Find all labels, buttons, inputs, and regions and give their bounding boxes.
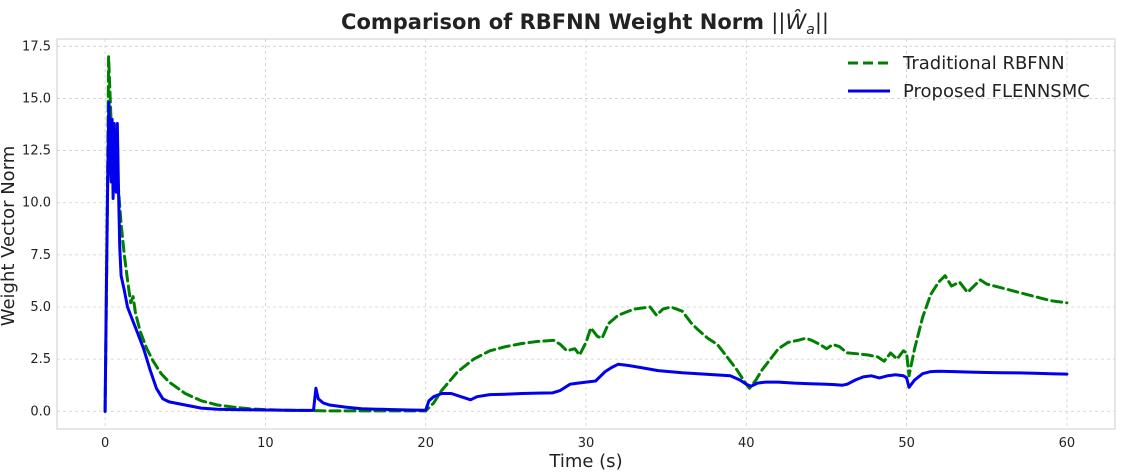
- grid: [57, 39, 1115, 429]
- series-line-proposed-flennsmc: [103, 101, 1069, 413]
- y-tick-label: 12.5: [22, 144, 51, 159]
- y-tick-label: 10.0: [22, 196, 51, 211]
- chart-title-end: ||: [815, 10, 829, 35]
- x-tick-label: 50: [898, 436, 915, 451]
- y-tick-label: 5.0: [30, 300, 51, 315]
- y-tick-label: 0.0: [30, 404, 51, 419]
- chart-title-sub: a: [806, 22, 815, 38]
- y-axis-label: Weight Vector Norm: [0, 146, 19, 327]
- series-line-traditional-rbfnn: [103, 55, 1069, 413]
- x-tick-label: 10: [257, 436, 274, 451]
- legend: Traditional RBFNN Proposed FLENNSMC: [848, 53, 1090, 102]
- legend-label-traditional: Traditional RBFNN: [902, 53, 1065, 74]
- x-axis-label: Time (s): [548, 451, 622, 472]
- y-tick-label: 2.5: [30, 352, 51, 367]
- x-tick-label: 20: [417, 436, 434, 451]
- series-layer: [103, 55, 1069, 413]
- x-tick-label: 40: [738, 436, 755, 451]
- x-tick-label: 30: [578, 436, 595, 451]
- y-tick-label: 17.5: [22, 39, 51, 54]
- x-tick-label: 0: [101, 436, 109, 451]
- y-tick-label: 7.5: [30, 248, 51, 263]
- legend-label-proposed: Proposed FLENNSMC: [903, 81, 1090, 102]
- x-tick-label: 60: [1059, 436, 1076, 451]
- y-tick-label: 15.0: [22, 91, 51, 106]
- y-axis-ticks: 0.0 2.5 5.0 7.5 10.0 12.5 15.0 17.5: [22, 39, 51, 419]
- chart-title-main: Comparison of RBFNN Weight Norm: [341, 10, 771, 34]
- x-axis-ticks: 0 10 20 30 40 50 60: [101, 436, 1075, 451]
- chart-title-math: ||Ŵ: [771, 9, 807, 35]
- chart-title: Comparison of RBFNN Weight Norm ||Ŵa||: [341, 9, 829, 38]
